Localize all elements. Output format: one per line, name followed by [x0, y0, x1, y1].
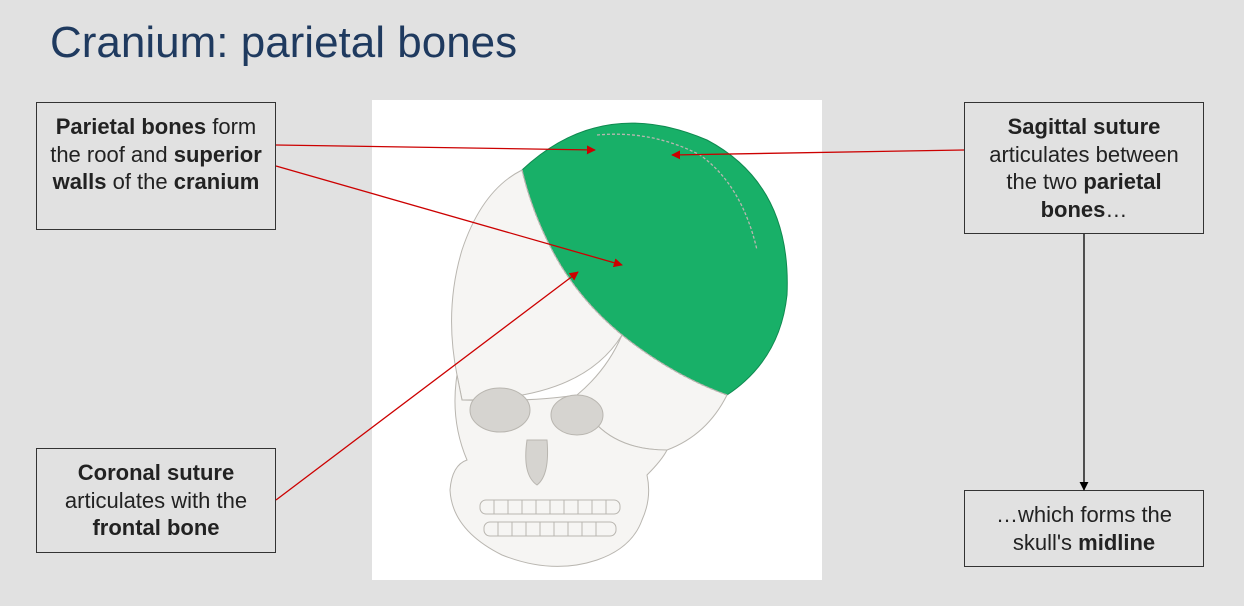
- label-midline: …which forms the skull's midline: [964, 490, 1204, 567]
- label-parietal-bones: Parietal bones form the roof and superio…: [36, 102, 276, 230]
- label-coronal-suture: Coronal suture articulates with the fron…: [36, 448, 276, 553]
- skull-image-area: [372, 100, 822, 580]
- page-title: Cranium: parietal bones: [50, 18, 517, 68]
- label-sagittal-suture: Sagittal suture articulates between the …: [964, 102, 1204, 234]
